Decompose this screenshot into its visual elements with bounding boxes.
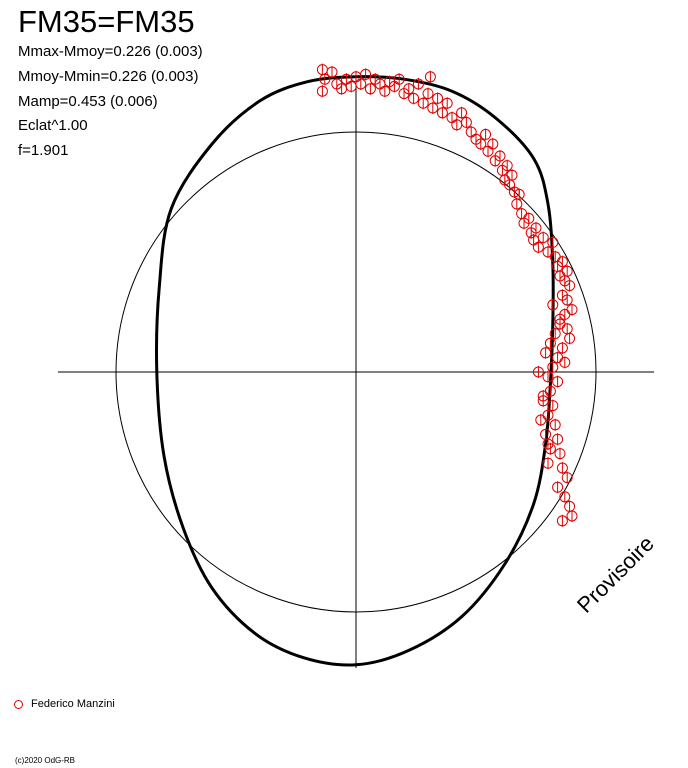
data-point (403, 82, 415, 95)
data-point (537, 394, 549, 407)
data-point (427, 102, 439, 114)
data-point (556, 462, 568, 474)
data-point (552, 375, 564, 388)
data-point (441, 97, 453, 110)
stat-mmax-mmoy: Mmax-Mmoy=0.226 (0.003) (18, 43, 203, 60)
data-point (530, 222, 542, 234)
data-point (456, 106, 468, 119)
data-point (549, 418, 561, 431)
data-point (542, 370, 554, 383)
data-point (360, 68, 372, 81)
legend-label: Federico Manzini (31, 698, 115, 710)
data-point (417, 97, 429, 110)
data-point (535, 414, 547, 426)
data-point (547, 236, 559, 249)
data-point (506, 169, 518, 182)
data-point (424, 70, 436, 83)
data-point (465, 126, 477, 138)
data-point (549, 327, 561, 340)
observation-points (316, 63, 578, 527)
data-point (566, 510, 578, 522)
stat-eclat: Eclat^1.00 (18, 117, 88, 134)
data-point (487, 138, 499, 150)
data-point (537, 231, 549, 244)
data-point (364, 82, 376, 95)
data-point (340, 73, 352, 86)
data-point (559, 356, 571, 369)
data-point (556, 255, 568, 268)
data-point (511, 198, 523, 210)
legend-marker-icon (14, 699, 23, 709)
data-point (561, 471, 573, 484)
data-point (552, 351, 564, 364)
data-point (408, 92, 420, 105)
data-point (544, 385, 556, 398)
data-point (316, 63, 328, 76)
data-point (547, 361, 559, 374)
data-point (559, 490, 571, 503)
data-point (552, 481, 564, 494)
data-point (432, 92, 444, 105)
data-point (561, 294, 573, 306)
data-point (544, 337, 556, 350)
data-point (564, 279, 576, 292)
data-point (379, 85, 391, 98)
data-point (516, 207, 528, 220)
data-point (482, 145, 494, 158)
data-point (326, 66, 338, 78)
copyright: (c)2020 OdG-RB (15, 756, 76, 765)
data-point (460, 116, 472, 129)
chart-title: FM35=FM35 (18, 4, 195, 39)
data-point (475, 138, 487, 150)
data-point (554, 447, 566, 460)
stat-mamp: Mamp=0.453 (0.006) (18, 93, 158, 110)
data-point (540, 346, 552, 359)
data-point (345, 80, 357, 93)
data-point (393, 73, 405, 86)
data-point (542, 457, 554, 470)
data-point (480, 128, 492, 141)
data-point (355, 78, 367, 90)
data-point (532, 366, 544, 378)
data-point (564, 332, 576, 345)
data-point (547, 298, 559, 311)
data-point (564, 500, 576, 513)
data-point (422, 87, 434, 100)
data-point (513, 188, 525, 201)
data-point (532, 241, 544, 254)
data-point (436, 106, 448, 119)
data-point (552, 433, 564, 446)
data-point (554, 313, 566, 326)
data-point (556, 342, 568, 354)
data-point (561, 322, 573, 335)
data-point (540, 428, 552, 441)
data-point (542, 409, 554, 422)
data-point (566, 303, 578, 316)
data-point (523, 212, 535, 225)
legend: Federico Manzini (14, 697, 115, 711)
data-point (528, 234, 540, 246)
data-point (501, 159, 513, 172)
stat-frequency: f=1.901 (18, 142, 69, 159)
data-point (412, 78, 424, 90)
data-point (316, 85, 328, 98)
stat-mmoy-mmin: Mmoy-Mmin=0.226 (0.003) (18, 68, 199, 85)
data-point (547, 399, 559, 412)
data-point (542, 438, 554, 450)
data-point (561, 265, 573, 278)
data-point (556, 514, 568, 527)
mean-curve-line (155, 75, 555, 667)
data-point (494, 150, 506, 162)
reference-circle (115, 131, 597, 613)
data-point (319, 73, 331, 86)
data-point (451, 118, 463, 131)
mean-curve (155, 75, 555, 667)
data-point (446, 111, 458, 124)
